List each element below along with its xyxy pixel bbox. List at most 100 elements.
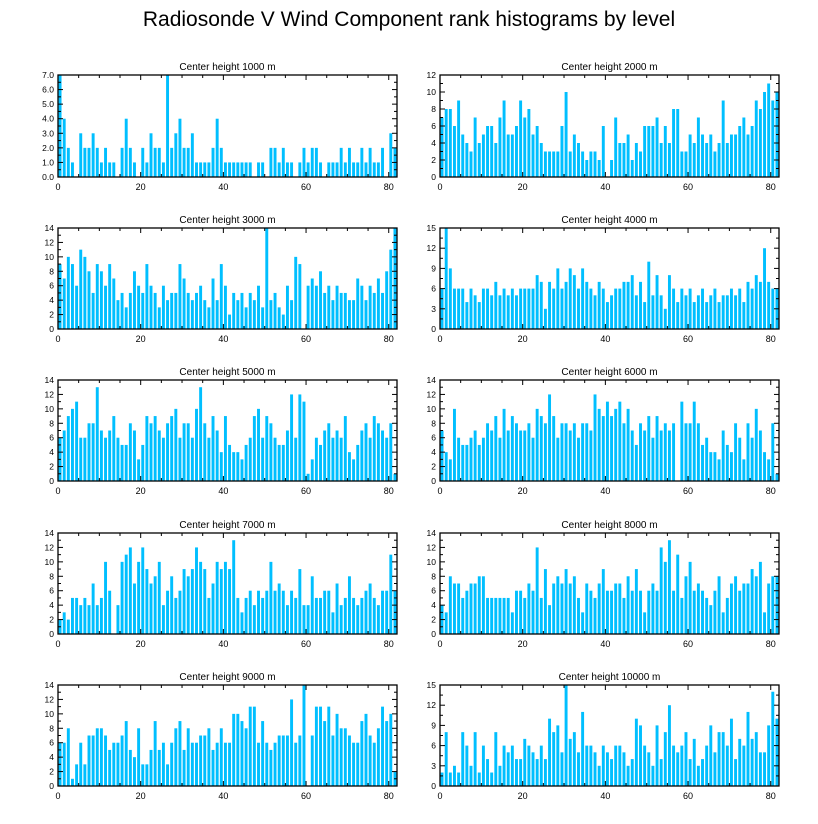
- y-tick-label: 0: [49, 324, 54, 334]
- histogram-bar: [228, 162, 232, 177]
- histogram-bar: [236, 597, 240, 634]
- histogram-bar: [643, 430, 647, 481]
- histogram-bar: [490, 295, 494, 329]
- histogram-bar: [178, 590, 182, 634]
- page-title: Radiosonde V Wind Component rank histogr…: [142, 8, 676, 31]
- histogram-bar: [95, 605, 99, 634]
- histogram-bar: [556, 151, 560, 177]
- histogram-bar: [385, 721, 389, 786]
- histogram-bar: [257, 742, 260, 786]
- histogram-bar: [614, 745, 618, 786]
- x-tick-label: 20: [518, 791, 528, 801]
- histogram-bar: [498, 765, 502, 786]
- histogram-bar: [692, 738, 696, 786]
- histogram-bar: [236, 300, 240, 329]
- histogram-bar: [453, 408, 456, 481]
- histogram-bar: [548, 718, 552, 786]
- histogram-panel-9: Center height 9000 m 0 20 40 60 80 0 2 4 6 8 10 12 14: [45, 672, 398, 801]
- histogram-bar: [203, 735, 207, 786]
- histogram-bar: [116, 605, 120, 634]
- histogram-bar: [376, 278, 380, 329]
- histogram-bar: [771, 288, 775, 329]
- histogram-bar: [327, 423, 331, 481]
- histogram-bar: [680, 401, 684, 481]
- histogram-bar: [721, 612, 725, 634]
- histogram-bar: [252, 605, 256, 634]
- x-tick-label: 40: [600, 334, 610, 344]
- histogram-bar: [343, 416, 347, 481]
- histogram-bar: [331, 437, 335, 481]
- x-tick-label: 60: [301, 791, 311, 801]
- histogram-bar: [527, 423, 531, 481]
- histogram-bar: [335, 285, 339, 329]
- histogram-bar: [356, 278, 360, 329]
- histogram-bar: [672, 423, 676, 481]
- histogram-bar: [560, 423, 564, 481]
- histogram-bar: [265, 590, 269, 634]
- histogram-bar: [618, 143, 622, 177]
- histogram-bar: [688, 561, 692, 634]
- y-tick-label: 14: [45, 223, 55, 233]
- histogram-bar: [75, 285, 79, 329]
- x-tick-label: 80: [384, 182, 394, 192]
- histogram-bar: [285, 430, 289, 481]
- histogram-bar: [717, 143, 721, 177]
- histogram-bar: [688, 288, 692, 329]
- histogram-bar: [381, 292, 384, 329]
- histogram-bar: [223, 285, 227, 329]
- histogram-bar: [108, 264, 112, 329]
- histogram-bar: [477, 772, 481, 786]
- histogram-panel-1: Center height 1000 m 0 20 40 60 80 0.0 1.0 2.0 3.…: [42, 62, 398, 192]
- histogram-bar: [166, 423, 170, 481]
- histogram-bar: [651, 765, 655, 786]
- histogram-bar: [364, 590, 368, 634]
- histogram-bar: [647, 752, 651, 786]
- y-tick-label: 2: [49, 310, 54, 320]
- histogram-bar: [157, 749, 161, 786]
- histogram-bar: [91, 133, 95, 177]
- histogram-bar: [622, 281, 626, 329]
- panel-title: Center height 2000 m: [561, 62, 657, 73]
- histogram-bar: [240, 612, 244, 634]
- histogram-bar: [186, 728, 190, 786]
- histogram-bar: [145, 162, 149, 177]
- y-tick-label: 0: [431, 476, 436, 486]
- histogram-bar: [71, 778, 74, 786]
- histogram-bar: [104, 285, 108, 329]
- histogram-bar: [137, 728, 141, 786]
- histogram-bar: [252, 706, 256, 786]
- histogram-bar: [659, 430, 663, 481]
- histogram-bar: [323, 721, 327, 786]
- histogram-bar: [568, 738, 572, 786]
- histogram-bar: [141, 547, 145, 634]
- histogram-bar: [548, 394, 552, 481]
- histogram-bar: [343, 728, 347, 786]
- histogram-bar: [215, 561, 219, 634]
- histogram-bar: [327, 706, 331, 786]
- histogram-bar: [145, 569, 149, 634]
- histogram-bar: [581, 268, 585, 329]
- x-tick-label: 20: [136, 486, 146, 496]
- histogram-bar: [494, 732, 498, 786]
- histogram-bar: [610, 759, 614, 786]
- y-tick-label: 6.0: [42, 85, 54, 95]
- histogram-bar: [758, 561, 762, 634]
- histogram-bar: [347, 735, 351, 786]
- histogram-bar: [141, 764, 145, 786]
- histogram-bar: [104, 561, 108, 634]
- histogram-bar: [477, 143, 481, 177]
- x-tick-label: 20: [518, 182, 528, 192]
- histogram-bar: [120, 735, 124, 786]
- histogram-bar: [767, 459, 771, 481]
- histogram-bar: [742, 745, 746, 786]
- histogram-bar: [219, 264, 223, 329]
- histogram-bar: [124, 554, 128, 634]
- histogram-bar: [486, 759, 490, 786]
- y-tick-label: 4: [49, 600, 54, 610]
- histogram-bar: [593, 151, 597, 177]
- histogram-bar: [385, 590, 389, 634]
- histogram-bar: [108, 430, 112, 481]
- histogram-bar: [684, 576, 688, 634]
- histogram-bar: [381, 430, 384, 481]
- histogram-bar: [207, 307, 211, 329]
